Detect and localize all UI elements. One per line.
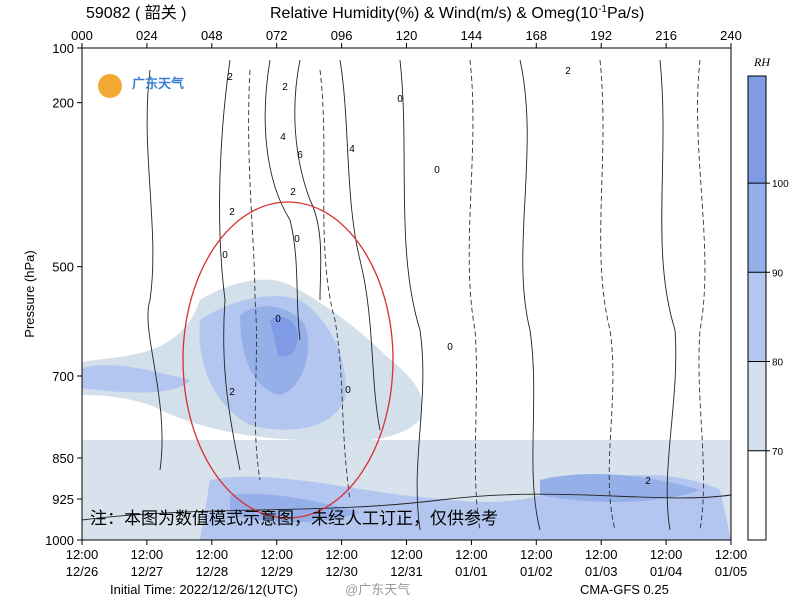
contours (81, 59, 732, 531)
x-tick-time: 12:00 (390, 547, 423, 562)
x-tick-label: 12/26 (66, 564, 99, 579)
x2-tick-label: 240 (720, 28, 742, 43)
x-tick-label: 01/01 (455, 564, 488, 579)
watermark: @广东天气 (345, 582, 410, 597)
contour-label: 2 (229, 207, 235, 218)
colorbar-segment (748, 183, 766, 273)
station: 59082 ( 韶关 ) (86, 4, 187, 22)
contour-label: 0 (294, 234, 300, 245)
x-tick-time: 12:00 (325, 547, 358, 562)
x-tick-time: 12:00 (585, 547, 618, 562)
y-tick-label: 200 (52, 96, 74, 111)
x-tick-label: 01/03 (585, 564, 618, 579)
title-main: Relative Humidity(%) & Wind(m/s) & Omeg(… (270, 5, 598, 22)
x2-tick-label: 048 (201, 28, 223, 43)
logo: 广东天气 (132, 76, 184, 91)
contour-label: 2 (282, 82, 288, 93)
colorbar-segment (748, 76, 766, 184)
y-tick-label: 925 (52, 492, 74, 507)
x2-tick-label: 096 (331, 28, 353, 43)
colorbar-tick-label: 80 (772, 358, 784, 369)
contour-label: 2 (290, 187, 296, 198)
x-tick-label: 01/02 (520, 564, 553, 579)
contour-label: 4 (280, 132, 286, 143)
x-tick-time: 12:00 (260, 547, 293, 562)
note: 注：本图为数值模式示意图，未经人工订正，仅供参考 (90, 509, 498, 528)
x2-tick-label: 120 (396, 28, 418, 43)
y-axis-label: Pressure (hPa) (22, 250, 37, 337)
colorbar-tick-label: 70 (772, 447, 784, 458)
colorbar-frame (747, 75, 767, 541)
colorbar-segment (748, 272, 766, 362)
contour-label: 0 (434, 165, 440, 176)
x-tick-time: 12:00 (196, 547, 229, 562)
contour-label: 2 (565, 66, 571, 77)
contour-label: 0 (447, 342, 453, 353)
x-tick-label: 12/29 (260, 564, 293, 579)
x2-tick-label: 168 (525, 28, 547, 43)
title-sup: -1 (598, 4, 607, 15)
rh-shading (82, 279, 731, 540)
x2-tick-label: 216 (655, 28, 677, 43)
colorbar-label: RH (753, 55, 771, 69)
contour-label: 2 (227, 72, 233, 83)
y-tick-label: 850 (52, 451, 74, 466)
x2-tick-label: 072 (266, 28, 288, 43)
x-tick-label: 12/28 (196, 564, 229, 579)
x-tick-label: 01/04 (650, 564, 683, 579)
title-end: Pa/s) (607, 5, 644, 22)
chart-title: Relative Humidity(%) & Wind(m/s) & Omeg(… (270, 4, 644, 22)
x2-tick-label: 192 (590, 28, 612, 43)
colorbar-tick-label: 100 (772, 179, 789, 190)
highlight-ellipse (182, 201, 394, 519)
contour-label: 0 (345, 385, 351, 396)
x-tick-time: 12:00 (520, 547, 553, 562)
x-tick-label: 12/27 (131, 564, 164, 579)
x-tick-label: 01/05 (715, 564, 748, 579)
contour-label: 2 (645, 476, 651, 487)
x-tick-time: 12:00 (455, 547, 488, 562)
x2-tick-label: 000 (71, 28, 93, 43)
contour-label: 4 (349, 144, 355, 155)
y-tick-label: 700 (52, 369, 74, 384)
y-tick-label: 1000 (45, 533, 74, 548)
x-tick-time: 12:00 (650, 547, 683, 562)
contour-label: 0 (222, 250, 228, 261)
y-tick-label: 100 (52, 41, 74, 56)
x-tick-label: 12/31 (390, 564, 423, 579)
contour-label: 0 (275, 314, 281, 325)
contour-label: 6 (297, 150, 303, 161)
contour-label: 0 (397, 94, 403, 105)
model: CMA-GFS 0.25 (580, 582, 669, 597)
contour-label: 2 (229, 387, 235, 398)
colorbar-segment (748, 450, 766, 540)
colorbar-tick-label: 90 (772, 268, 784, 279)
x-tick-time: 12:00 (715, 547, 748, 562)
x-tick-label: 12/30 (325, 564, 358, 579)
logo-icon (98, 74, 122, 98)
x2-tick-label: 144 (461, 28, 483, 43)
x-tick-time: 12:00 (66, 547, 99, 562)
initial-time: Initial Time: 2022/12/26/12(UTC) (110, 582, 298, 597)
x2-tick-label: 024 (136, 28, 158, 43)
y-tick-label: 500 (52, 260, 74, 275)
x-tick-time: 12:00 (131, 547, 164, 562)
colorbar-segment (748, 361, 766, 451)
